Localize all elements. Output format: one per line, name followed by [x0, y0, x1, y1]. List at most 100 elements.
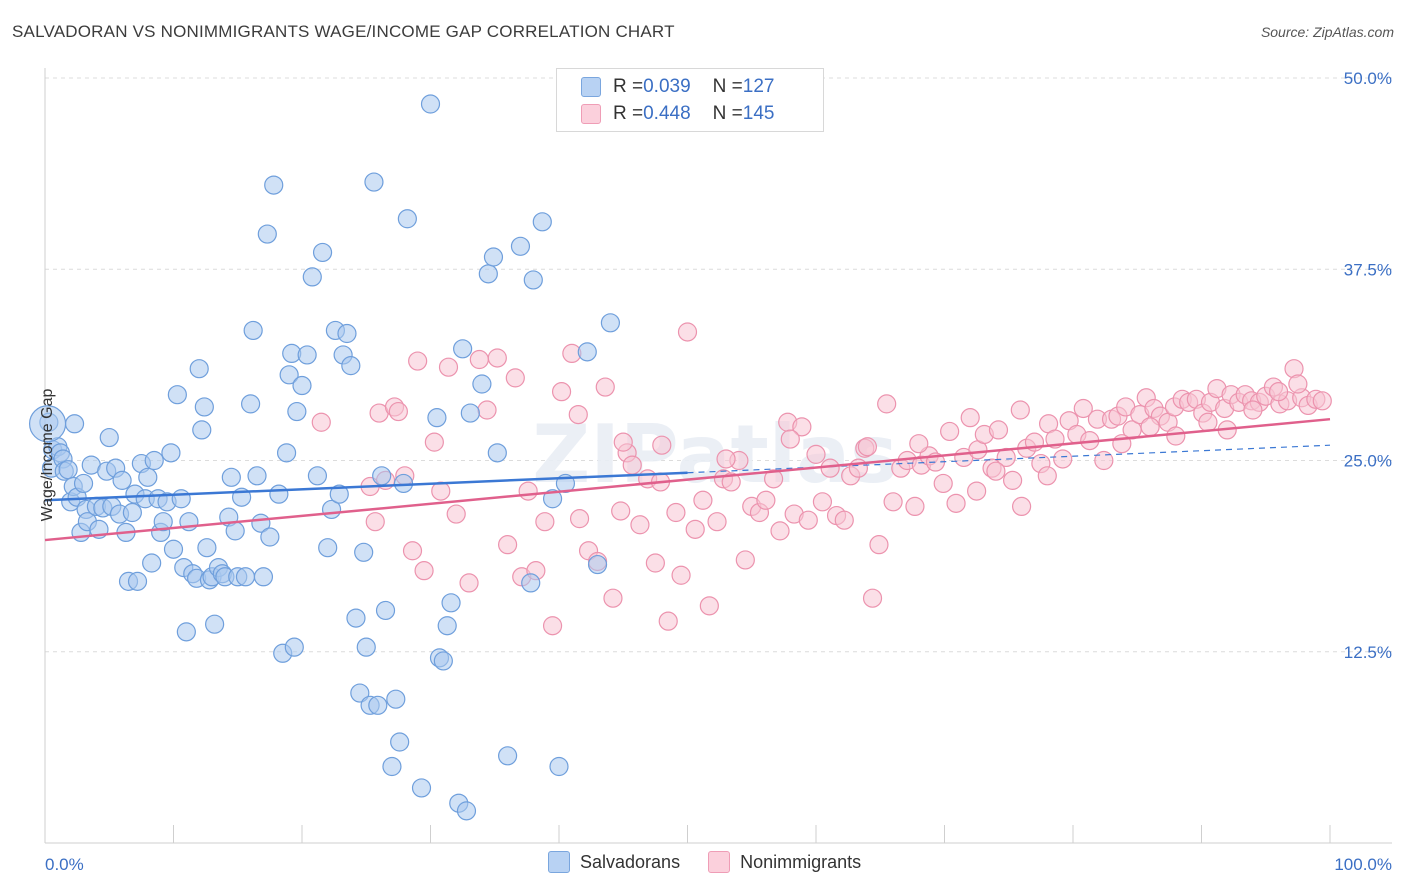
salvadoran-point: [587, 554, 608, 575]
salvadoran-point: [241, 394, 261, 414]
nonimmigrant-point: [988, 420, 1009, 440]
salvadoran-point: [437, 616, 457, 636]
salvadoran-point: [372, 466, 392, 486]
legend-item-salvadorans[interactable]: Salvadorans: [548, 851, 680, 873]
salvadoran-point: [161, 443, 181, 463]
salvadoran-point: [487, 443, 507, 463]
salvadoran-point: [253, 567, 274, 587]
salvadoran-point: [73, 473, 94, 494]
nonimmigrant-point: [798, 510, 818, 530]
salvadoran-point: [483, 247, 504, 267]
legend-r-value: 0.448: [643, 103, 691, 124]
nonimmigrant-point: [967, 481, 987, 501]
salvadoran-point: [127, 571, 148, 591]
nonimmigrant-point: [438, 357, 459, 377]
nonimmigrant-point: [569, 509, 590, 529]
nonimmigrant-point: [311, 412, 331, 432]
salvadoran-point: [302, 267, 322, 287]
legend-swatch-blue: [548, 851, 570, 873]
nonimmigrant-point: [446, 504, 466, 524]
salvadoran-point: [329, 484, 349, 504]
salvadoran-point: [176, 622, 196, 642]
nonimmigrant-point: [677, 322, 698, 342]
legend-swatch-pink: [708, 851, 731, 873]
salvadoran-point: [441, 593, 461, 613]
watermark: ZIPatlas: [532, 408, 898, 501]
nonimmigrant-point: [933, 473, 953, 494]
x-tick-label: 100.0%: [1334, 855, 1392, 874]
nonimmigrant-point: [459, 573, 479, 593]
legend-item-nonimmigrants[interactable]: Nonimmigrants: [708, 851, 861, 873]
legend-swatch-pink: [581, 104, 601, 124]
salvadoran-point: [523, 270, 543, 290]
salvadoran-point: [221, 467, 241, 487]
salvadoran-point: [64, 414, 85, 434]
salvadoran-point: [364, 172, 384, 192]
nonimmigrant-point: [408, 351, 428, 371]
nonimmigrant-point: [770, 521, 790, 541]
nonimmigrant-point: [883, 492, 903, 512]
legend-n-value: 145: [742, 103, 775, 124]
salvadoran-point: [542, 489, 563, 509]
nonimmigrant-point: [986, 461, 1006, 481]
salvadoran-point: [337, 323, 357, 344]
nonimmigrant-point: [1003, 470, 1023, 490]
nonimmigrant-point: [756, 490, 776, 510]
data-points: [28, 94, 1332, 821]
nonimmigrant-point: [1140, 417, 1160, 437]
salvadoran-point: [521, 573, 541, 593]
salvadoran-point: [138, 467, 158, 487]
nonimmigrant-point: [645, 553, 665, 573]
salvadoran-point: [375, 600, 396, 621]
nonimmigrant-point: [806, 444, 826, 464]
salvadoran-point: [433, 651, 453, 671]
salvadoran-point: [354, 542, 374, 562]
nonimmigrant-point: [1198, 412, 1218, 432]
nonimmigrant-point: [812, 492, 833, 512]
salvadoran-point: [235, 567, 256, 587]
nonimmigrant-point: [946, 493, 966, 513]
nonimmigrant-point: [1268, 382, 1289, 402]
salvadoran-trend-line: [44, 471, 688, 502]
y-tick-label: 25.0%: [1344, 452, 1392, 471]
nonimmigrant-point: [1073, 398, 1093, 419]
y-tick-label: 12.5%: [1344, 643, 1392, 662]
nonimmigrant-point: [693, 490, 713, 510]
nonimmigrant-point: [905, 496, 925, 516]
salvadoran-point: [243, 320, 263, 341]
salvadoran-point: [368, 695, 388, 715]
salvadoran-point: [386, 689, 406, 709]
salvadoran-point: [411, 778, 432, 798]
nonimmigrant-point: [735, 550, 755, 570]
nonimmigrant-point: [869, 535, 889, 555]
nonimmigrant-point: [909, 434, 929, 454]
nonimmigrant-point: [498, 535, 518, 555]
nonimmigrant-trend-line: [44, 417, 1331, 542]
salvadoran-point: [58, 460, 78, 480]
nonimmigrant-point: [820, 458, 840, 478]
nonimmigrant-point: [877, 394, 897, 414]
salvadoran-point: [284, 637, 304, 657]
nonimmigrant-point: [424, 432, 444, 452]
salvadoran-point: [153, 512, 173, 532]
nonimmigrant-point: [402, 541, 423, 561]
nonimmigrant-point: [1011, 496, 1032, 516]
nonimmigrant-point: [469, 349, 489, 370]
nonimmigrant-point: [671, 565, 691, 585]
legend-r-label: R =: [613, 103, 644, 124]
salvadoran-point: [28, 405, 67, 443]
salvadoran-point: [260, 527, 280, 547]
salvadoran-point: [346, 608, 366, 628]
nonimmigrant-point: [699, 596, 719, 616]
salvadoran-point: [122, 502, 142, 523]
nonimmigrant-point: [721, 472, 741, 492]
salvadoran-point: [171, 489, 191, 509]
nonimmigrant-point: [1243, 400, 1263, 420]
salvadoran-point: [532, 212, 552, 232]
salvadoran-point: [247, 466, 267, 486]
salvadoran-point: [257, 224, 277, 244]
salvadoran-point: [397, 209, 417, 229]
x-tick-label: 0.0%: [45, 855, 84, 874]
legend-r-value: 0.039: [643, 76, 691, 97]
